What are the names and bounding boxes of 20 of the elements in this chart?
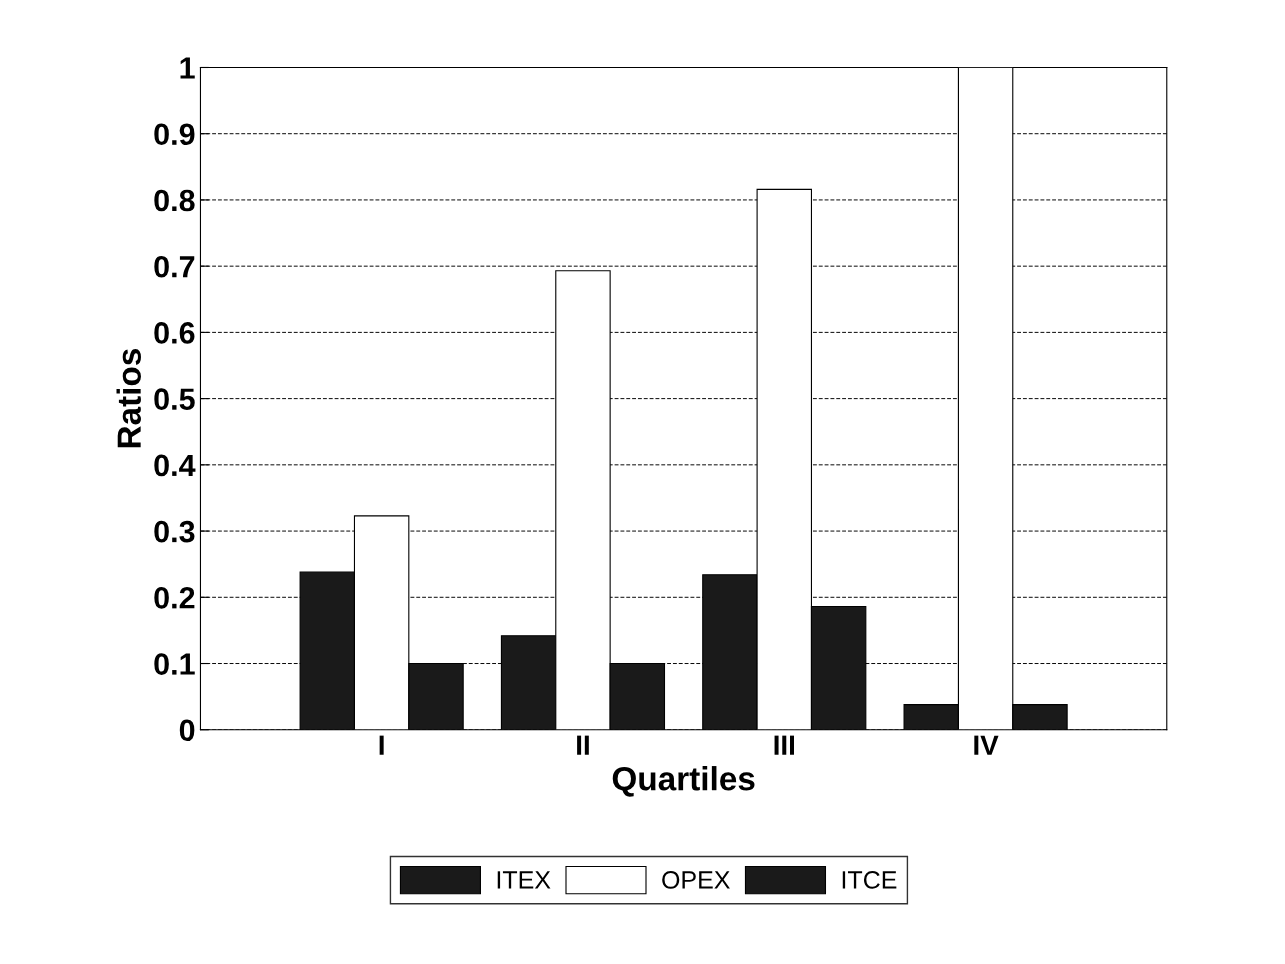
y-tick-label: 0.4 — [154, 454, 196, 477]
y-axis-title: Ratios — [116, 349, 141, 448]
y-tick-label: 0.8 — [154, 189, 195, 212]
x-tick-label: II — [577, 735, 589, 755]
y-tick-label: 0.9 — [154, 123, 195, 146]
legend-label: ITCE — [842, 871, 897, 889]
legend-label: ITEX — [497, 871, 551, 889]
x-tick-label: I — [379, 735, 384, 755]
x-tick-label: III — [774, 735, 794, 755]
y-tick-label: 1 — [180, 57, 195, 79]
x-tick-label: IV — [974, 735, 999, 755]
y-tick-label: 0.7 — [154, 255, 195, 278]
y-tick-label: 0 — [179, 719, 195, 742]
y-tick-label: 0.5 — [154, 388, 195, 410]
y-tick-label: 0.3 — [154, 520, 195, 543]
y-tick-label: 0.6 — [154, 322, 195, 344]
y-tick-label: 0.1 — [154, 653, 195, 675]
y-tick-label: 0.2 — [154, 587, 195, 609]
x-axis-title: Quartiles — [612, 766, 755, 797]
legend-label: OPEX — [662, 871, 730, 889]
